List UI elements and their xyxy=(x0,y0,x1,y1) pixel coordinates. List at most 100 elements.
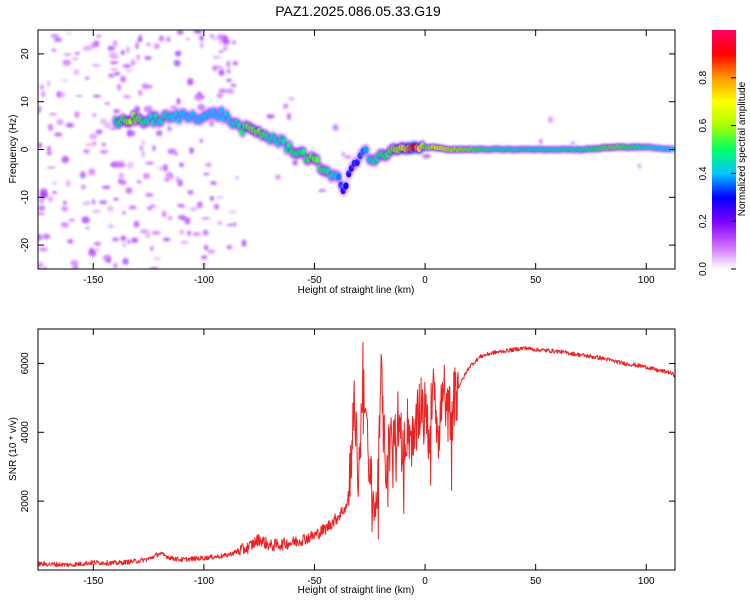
spectrogram-speckle xyxy=(166,36,171,42)
spectrogram-speckle xyxy=(38,212,45,216)
spectrogram-speckle xyxy=(65,179,71,187)
spectrogram-speckle xyxy=(173,59,181,67)
snr-x-tick-label: -100 xyxy=(194,576,214,587)
spectrogram-speckle xyxy=(228,210,238,214)
spectrogram-speckle xyxy=(232,222,237,227)
spectrogram-speckle xyxy=(197,103,206,111)
spectrogram-speckle xyxy=(63,53,72,56)
spectrogram-speckle xyxy=(232,60,239,66)
spectrogram-speckle xyxy=(235,176,239,179)
spectrogram-speckle xyxy=(161,210,167,218)
spectrogram-speckle xyxy=(82,45,92,51)
spectrogram-speckle xyxy=(177,214,187,221)
spectrogram-speckle xyxy=(187,230,191,236)
spectrogram-speckle xyxy=(216,195,225,199)
spectrogram-speckle xyxy=(288,96,295,101)
spectrogram-speckle xyxy=(61,79,69,82)
spectrogram-x-tick-label: 50 xyxy=(530,275,542,286)
spectrogram-speckle xyxy=(199,34,204,42)
spectrogram-speckle xyxy=(539,138,543,145)
spectrogram-speckle xyxy=(99,150,109,154)
spectrogram-speckle xyxy=(122,241,127,248)
spectrogram-speckle xyxy=(38,106,42,111)
spectrogram-speckle xyxy=(211,36,218,41)
spectrogram-speckle xyxy=(144,55,152,60)
spectrogram-speckle xyxy=(199,138,204,144)
spectrogram-speckle xyxy=(91,199,96,205)
spectrogram-speckle xyxy=(46,80,51,88)
snr-series-line xyxy=(38,341,675,568)
spectrogram-speckle xyxy=(341,152,345,156)
spectrogram-speckle xyxy=(113,197,119,201)
spectrogram-x-tick-label: 0 xyxy=(422,275,428,286)
spectrogram-speckle xyxy=(212,55,222,59)
colorbar-tick-label: 0.8 xyxy=(698,70,709,84)
spectrogram-speckle xyxy=(127,239,131,244)
spectrogram-speckle xyxy=(62,59,72,66)
spectrogram-speckle xyxy=(145,192,154,198)
spectrogram-speckle xyxy=(120,235,127,241)
spectrogram-ridge-point xyxy=(281,138,287,146)
spectrogram-y-ticks: -20 -10 0 10 20 xyxy=(20,48,675,252)
spectrogram-speckle xyxy=(107,205,114,212)
spectrogram-speckle xyxy=(292,159,298,166)
spectrogram-speckle xyxy=(184,219,191,225)
spectrogram-speckle xyxy=(282,103,289,109)
spectrogram-y-tick-label: 10 xyxy=(20,96,31,108)
spectrogram-speckle xyxy=(218,88,227,94)
colorbar-tick-label: 0.2 xyxy=(698,214,709,228)
spectrogram-speckle xyxy=(122,210,126,215)
spectrogram-y-tick-label: 0 xyxy=(20,146,31,152)
spectrogram-speckle xyxy=(71,57,79,61)
spectrogram-speckle xyxy=(122,64,132,68)
spectrogram-speckle xyxy=(76,94,83,98)
figure-title: PAZ1.2025.086.05.33.G19 xyxy=(275,3,441,19)
spectrogram-speckle xyxy=(43,265,47,269)
spectrogram-speckle xyxy=(92,113,97,118)
spectrogram-speckle xyxy=(180,240,189,244)
spectrogram-speckle xyxy=(422,153,431,159)
spectrogram-speckle xyxy=(83,149,90,154)
spectrogram-speckle xyxy=(225,88,235,94)
spectrogram-speckle xyxy=(150,246,154,251)
spectrogram-speckle xyxy=(193,30,203,34)
spectrogram-speckle xyxy=(95,129,103,135)
spectrogram-speckle xyxy=(137,38,143,42)
spectrogram-ridge-point xyxy=(300,148,307,156)
spectrogram-speckle xyxy=(226,78,232,83)
spectrogram-speckle xyxy=(136,54,141,61)
spectrogram-speckle xyxy=(112,40,118,47)
spectrogram-speckle xyxy=(153,256,161,261)
spectrogram-speckle xyxy=(199,42,204,49)
colorbar-tick-label: 0.0 xyxy=(698,262,709,276)
spectrogram-speckle xyxy=(38,143,42,149)
spectrogram-y-label: Frequency (Hz) xyxy=(8,115,19,184)
spectrogram-speckle xyxy=(153,43,160,49)
spectrogram-speckle xyxy=(92,210,101,213)
spectrogram-ridge-layer xyxy=(111,105,675,197)
spectrogram-speckle xyxy=(149,266,159,269)
spectrogram-speckle xyxy=(42,233,51,240)
spectrogram-speckle xyxy=(109,127,116,130)
spectrogram-speckle xyxy=(126,46,130,54)
colorbar-tick-label: 0.6 xyxy=(698,118,709,132)
spectrogram-speckle xyxy=(204,162,212,167)
spectrogram-speckle xyxy=(217,39,222,45)
spectrogram-speckle xyxy=(47,123,54,131)
spectrogram-speckle xyxy=(107,45,115,51)
spectrogram-speckle xyxy=(188,77,193,85)
spectrogram-speckle xyxy=(65,122,74,128)
spectrogram-speckle xyxy=(103,122,112,129)
spectrogram-speckle xyxy=(126,161,134,169)
spectrogram-speckle xyxy=(158,35,165,42)
spectrogram-speckle xyxy=(81,216,90,224)
spectrogram-speckle xyxy=(158,166,164,171)
spectrogram-speckle xyxy=(189,147,194,154)
spectrogram-speckle xyxy=(61,206,69,212)
spectrogram-ridge-point xyxy=(669,146,675,152)
snr-x-tick-label: 50 xyxy=(530,576,542,587)
snr-x-label: Height of straight line (km) xyxy=(298,585,415,596)
spectrogram-speckle xyxy=(109,61,119,65)
spectrogram-speckle xyxy=(226,60,231,68)
spectrogram-speckle xyxy=(104,102,111,105)
